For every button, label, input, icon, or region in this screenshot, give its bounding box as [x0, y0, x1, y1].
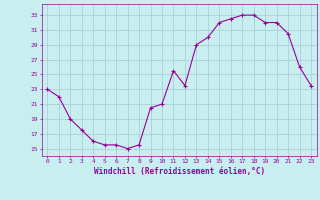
X-axis label: Windchill (Refroidissement éolien,°C): Windchill (Refroidissement éolien,°C) — [94, 167, 265, 176]
